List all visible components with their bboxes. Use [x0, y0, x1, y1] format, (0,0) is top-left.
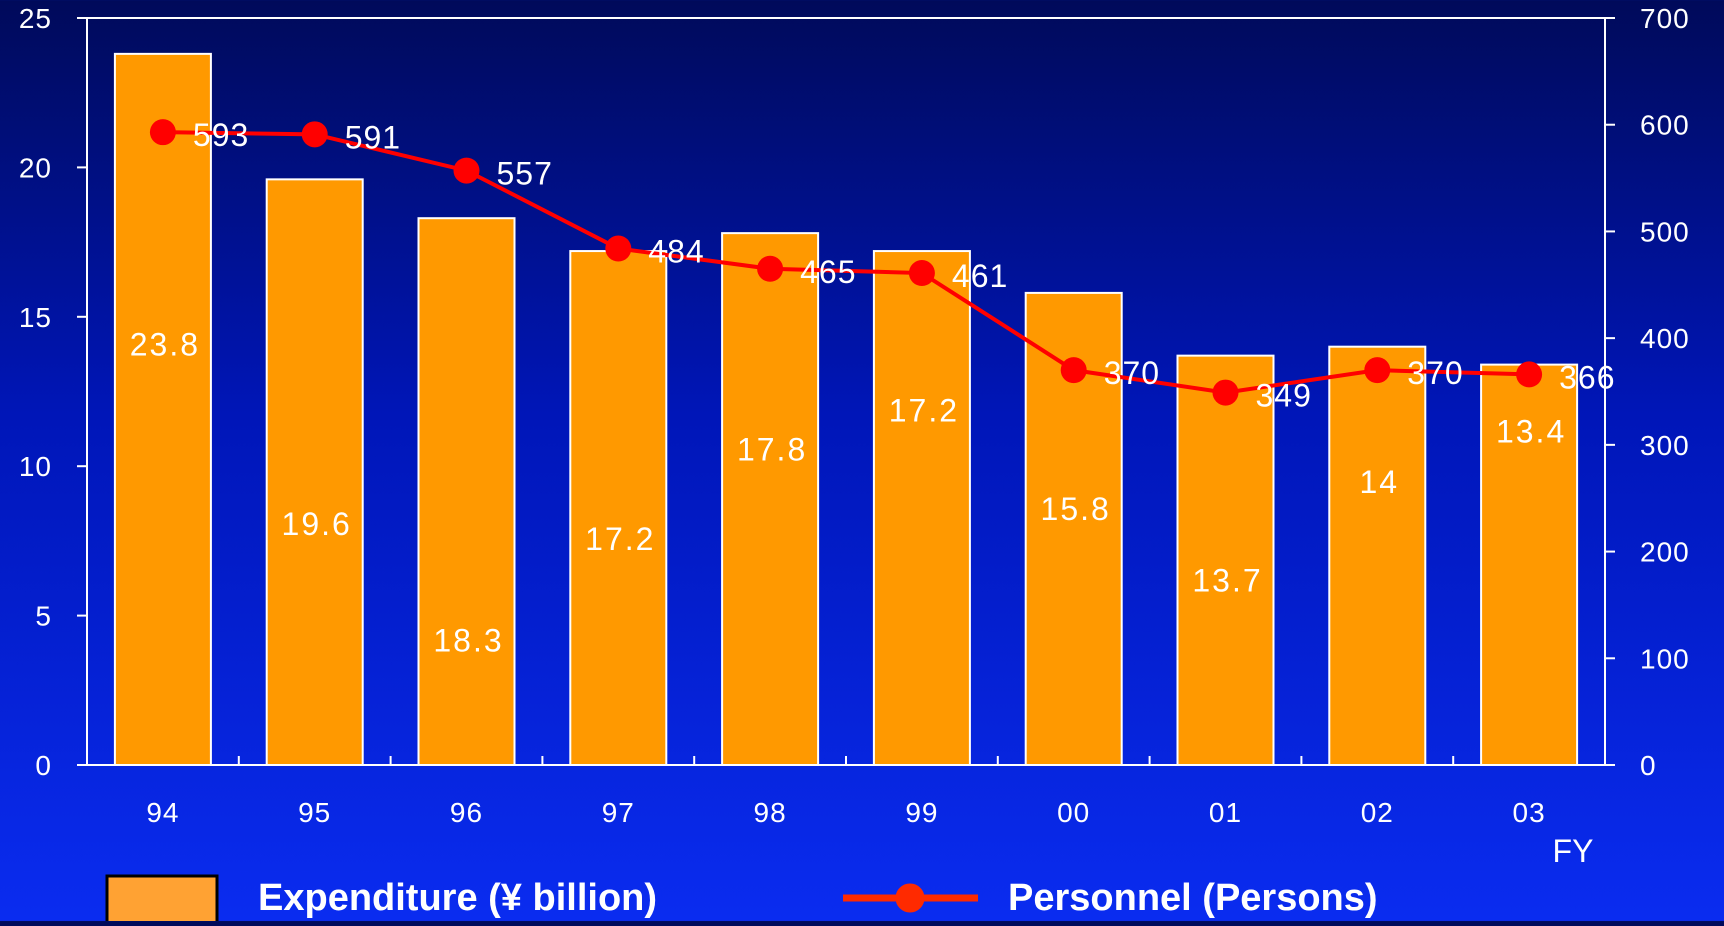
legend-swatch-expenditure — [105, 874, 219, 926]
expenditure-bar — [265, 178, 364, 767]
expenditure-bar-label: 18.3 — [433, 623, 503, 659]
legend-marker-personnel — [895, 883, 925, 913]
expenditure-bar-label: 19.6 — [282, 506, 352, 542]
personnel-point-label: 370 — [1104, 355, 1160, 391]
expenditure-bar — [1480, 363, 1579, 766]
right-y-tick-label: 700 — [1640, 3, 1690, 34]
personnel-point — [1364, 357, 1391, 384]
x-axis-title: FY — [1553, 833, 1594, 869]
personnel-point — [1060, 357, 1087, 384]
right-y-tick-label: 300 — [1640, 430, 1690, 461]
expenditure-bar-label: 13.4 — [1496, 413, 1566, 449]
personnel-point-label: 593 — [193, 117, 249, 153]
x-tick-label: 94 — [146, 797, 179, 828]
expenditure-bar-label: 23.8 — [130, 327, 200, 363]
personnel-line: 593 591 557 484 465 461 370 349 370 366 — [149, 117, 1615, 414]
personnel-point-label: 370 — [1407, 355, 1463, 391]
x-axis: 94 95 96 97 98 99 00 01 02 03 — [86, 756, 1606, 828]
personnel-point — [1516, 361, 1543, 388]
left-y-axis: 0 5 10 15 20 25 — [19, 3, 87, 781]
right-y-tick-label: 0 — [1640, 750, 1657, 781]
right-y-tick-label: 100 — [1640, 643, 1690, 674]
x-tick-label: 03 — [1513, 797, 1546, 828]
expenditure-bar-labels: 23.8 19.6 18.3 17.2 17.8 17.2 15.8 13.7 14 13.4 — [130, 327, 1566, 659]
left-y-tick-label: 20 — [19, 152, 52, 183]
expenditure-bar-label: 14 — [1360, 464, 1400, 500]
left-y-tick-label: 5 — [35, 601, 52, 632]
expenditure-bar-label: 17.2 — [585, 521, 655, 557]
left-y-tick-label: 0 — [35, 750, 52, 781]
right-y-tick-label: 400 — [1640, 323, 1690, 354]
personnel-point — [757, 255, 784, 282]
x-tick-label: 01 — [1209, 797, 1242, 828]
right-y-axis: 0 100 200 300 400 500 600 700 — [1605, 3, 1690, 781]
legend: Expenditure (¥ billion) Personnel (Perso… — [105, 874, 1378, 926]
personnel-point-label: 591 — [345, 119, 401, 155]
left-y-tick-label: 10 — [19, 451, 52, 482]
expenditure-bar — [872, 250, 971, 766]
personnel-point-label: 461 — [952, 258, 1008, 294]
x-tick-label: 00 — [1057, 797, 1090, 828]
x-tick-label: 95 — [298, 797, 331, 828]
x-tick-label: 96 — [450, 797, 483, 828]
expenditure-bar-label: 15.8 — [1041, 491, 1111, 527]
expenditure-bar — [113, 52, 212, 766]
left-y-tick-label: 25 — [19, 3, 52, 34]
x-tick-label: 98 — [754, 797, 787, 828]
legend-label-personnel: Personnel (Persons) — [1008, 877, 1378, 919]
expenditure-bar — [721, 232, 820, 767]
personnel-point — [301, 121, 328, 148]
personnel-point — [1212, 379, 1239, 406]
personnel-point — [149, 119, 176, 146]
expenditure-bar — [569, 250, 668, 766]
expenditure-bar-label: 17.8 — [737, 431, 807, 467]
personnel-point-label: 465 — [800, 254, 856, 290]
legend-label-expenditure: Expenditure (¥ billion) — [258, 877, 657, 919]
expenditure-bar — [1328, 345, 1427, 766]
personnel-point — [908, 260, 935, 287]
expenditure-bars — [113, 52, 1579, 767]
right-y-tick-label: 200 — [1640, 537, 1690, 568]
left-y-tick-label: 15 — [19, 302, 52, 333]
right-y-tick-label: 500 — [1640, 216, 1690, 247]
personnel-point-label: 366 — [1559, 359, 1615, 395]
expenditure-bar — [1176, 354, 1275, 766]
expenditure-bar-label: 13.7 — [1192, 563, 1262, 599]
personnel-point — [605, 235, 632, 262]
personnel-point-label: 349 — [1256, 378, 1312, 414]
right-y-tick-label: 600 — [1640, 110, 1690, 141]
expenditure-bar — [417, 217, 516, 767]
personnel-point-label: 484 — [648, 234, 704, 270]
personnel-point — [453, 157, 480, 184]
personnel-series-line — [162, 130, 1530, 395]
x-tick-label: 02 — [1361, 797, 1394, 828]
personnel-point-label: 557 — [497, 156, 553, 192]
x-tick-label: 99 — [905, 797, 938, 828]
x-tick-label: 97 — [602, 797, 635, 828]
expenditure-bar-label: 17.2 — [889, 392, 959, 428]
